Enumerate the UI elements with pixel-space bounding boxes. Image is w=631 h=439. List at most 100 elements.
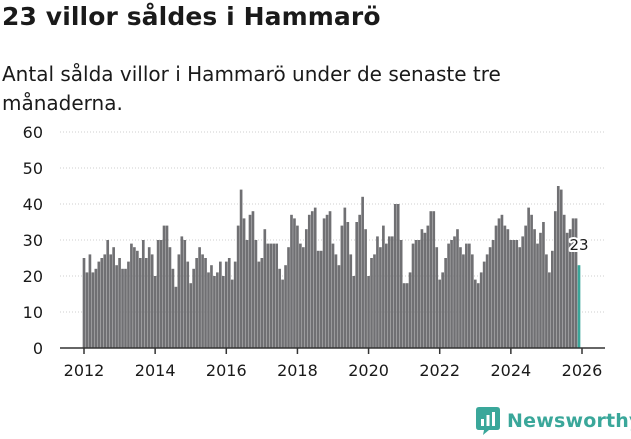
bar [236, 225, 240, 348]
bar-highlight [577, 265, 581, 348]
chart-title: 23 villor såldes i Hammarö [2, 2, 381, 31]
bar [545, 254, 548, 348]
bar [127, 261, 130, 348]
bar [450, 240, 453, 348]
bar [88, 254, 92, 348]
bar [387, 236, 391, 348]
bar [204, 258, 207, 348]
bar [361, 196, 364, 348]
bar [174, 286, 178, 348]
chart-subtitle: Antal sålda villor i Hammarö under de se… [2, 62, 501, 115]
bar [331, 243, 335, 348]
bar [281, 279, 284, 348]
bar [100, 258, 104, 348]
bar [144, 258, 148, 348]
bar [482, 261, 486, 348]
bar [254, 240, 258, 348]
bar [124, 268, 127, 348]
y-tick-label: 40 [23, 195, 43, 214]
bar [337, 265, 341, 348]
bar [393, 204, 397, 348]
x-tick-label: 2016 [206, 361, 247, 380]
bar [358, 214, 362, 348]
bar [379, 247, 382, 348]
bar [373, 254, 376, 348]
bar [536, 243, 539, 348]
bar [322, 218, 326, 348]
gridlines [60, 131, 605, 313]
bar [307, 214, 311, 348]
bar [278, 268, 281, 348]
bar [316, 250, 320, 348]
bar [299, 243, 302, 348]
bar [257, 261, 261, 348]
bar [435, 247, 439, 348]
bar [559, 189, 563, 348]
bar [382, 225, 385, 348]
bar [248, 214, 252, 348]
x-tick-label: 2020 [348, 361, 389, 380]
bar [141, 240, 145, 348]
bar [512, 240, 516, 348]
bar [527, 207, 530, 348]
bar [85, 272, 89, 348]
bar [156, 240, 160, 348]
bar [192, 268, 196, 348]
bar [195, 258, 198, 348]
bar [153, 276, 157, 348]
bar [150, 254, 154, 348]
bar [239, 189, 243, 348]
bar [565, 232, 569, 348]
bar [468, 243, 471, 348]
bar [485, 254, 489, 348]
bar [503, 225, 507, 348]
y-tick-label: 60 [23, 123, 43, 142]
bar [147, 247, 151, 348]
x-tick-label: 2022 [419, 361, 460, 380]
bar [385, 243, 388, 348]
bar [284, 265, 287, 348]
bar [551, 250, 554, 348]
bar [444, 258, 447, 348]
y-tick-label: 30 [23, 231, 43, 250]
bar [103, 254, 107, 348]
bar [118, 258, 121, 348]
x-tick-label: 2018 [277, 361, 318, 380]
bar [287, 247, 290, 348]
bar [453, 236, 456, 348]
bar [402, 283, 406, 348]
bar [290, 214, 293, 348]
bar [399, 240, 403, 348]
bar [556, 186, 560, 348]
bar [506, 229, 510, 348]
bar [183, 240, 187, 348]
bar [571, 218, 575, 348]
bar [251, 211, 255, 348]
bar [533, 229, 536, 348]
last-value-label: 23 [569, 236, 588, 254]
bar [224, 261, 228, 348]
bar [221, 276, 225, 348]
bar [186, 261, 190, 348]
bar [138, 258, 142, 348]
bar [130, 243, 133, 348]
bar [524, 225, 527, 348]
bar [245, 240, 249, 348]
bar [521, 236, 525, 348]
bar [432, 211, 436, 348]
bar [470, 254, 474, 348]
bar [302, 247, 305, 348]
bar [367, 276, 370, 348]
bar [515, 240, 519, 348]
bar [518, 247, 522, 348]
bar [121, 268, 124, 348]
bar [275, 243, 279, 348]
bar [542, 222, 545, 348]
bar [465, 243, 468, 348]
bar [266, 243, 270, 348]
bar [441, 272, 444, 348]
bar [340, 225, 344, 348]
bar [352, 276, 356, 348]
bar [168, 247, 172, 348]
bar [426, 225, 430, 348]
